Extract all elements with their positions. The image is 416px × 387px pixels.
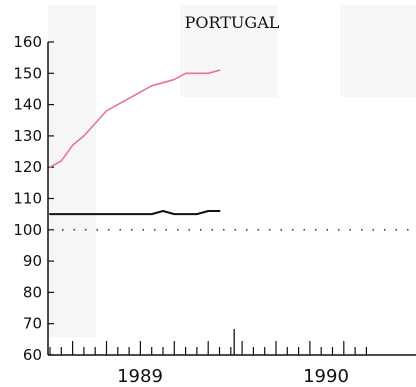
chart-title: PORTUGAL bbox=[185, 13, 280, 32]
y-tick-label: 120 bbox=[13, 158, 42, 176]
series-line-1 bbox=[49, 69, 221, 168]
y-tick-label: 110 bbox=[13, 190, 42, 208]
background-panel bbox=[180, 5, 278, 97]
x-tick-label: 1989 bbox=[117, 366, 163, 387]
y-tick-label: 100 bbox=[13, 221, 42, 239]
y-tick-label: 140 bbox=[13, 96, 42, 114]
y-tick-label: 150 bbox=[13, 64, 42, 82]
x-tick-label: 1990 bbox=[303, 366, 349, 387]
series-layer bbox=[49, 69, 221, 216]
background-panel bbox=[340, 5, 416, 97]
y-axis: 60 70 80 90 100 110 120 130 140 150 160 bbox=[13, 33, 54, 364]
y-tick-label: 60 bbox=[23, 346, 42, 364]
x-axis bbox=[48, 329, 416, 356]
y-tick-label: 160 bbox=[13, 33, 42, 51]
y-tick-label: 90 bbox=[23, 252, 42, 270]
y-tick-label: 80 bbox=[23, 283, 42, 301]
y-tick-label: 130 bbox=[13, 127, 42, 145]
y-tick-label: 70 bbox=[23, 315, 42, 333]
series-line-2 bbox=[49, 210, 221, 216]
background-panel bbox=[48, 5, 96, 337]
